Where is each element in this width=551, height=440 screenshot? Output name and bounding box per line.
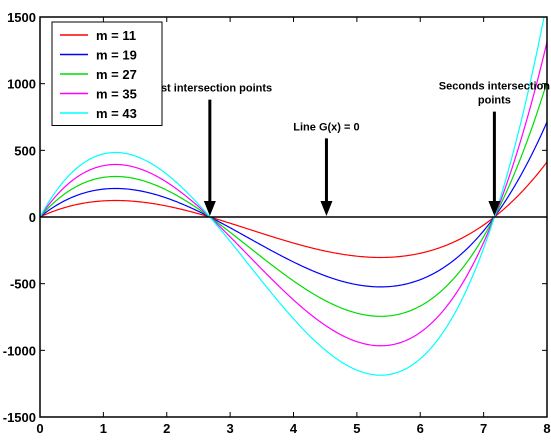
- series-line-11: [40, 161, 547, 259]
- series-line-27: [40, 81, 547, 317]
- x-tick-label: 1: [100, 421, 107, 436]
- y-tick-label: 500: [14, 143, 36, 158]
- series-line-35: [40, 41, 547, 347]
- y-tick-label: 1500: [7, 10, 36, 25]
- series-line-43: [40, 17, 545, 376]
- y-tick-label: -1000: [3, 343, 36, 358]
- legend-label: m = 35: [96, 87, 137, 102]
- x-tick-label: 2: [163, 421, 170, 436]
- legend: m = 11 m = 19 m = 27 m = 35 m = 43: [51, 21, 163, 126]
- x-tick-label: 8: [543, 421, 550, 436]
- annotation-text: Seconds intersection: [439, 81, 551, 93]
- series-line-19: [40, 121, 547, 288]
- annotation-text: Fitst intersection points: [148, 83, 273, 95]
- annotation-text: points: [478, 95, 511, 107]
- legend-label: m = 43: [96, 106, 137, 121]
- series-layer: [40, 17, 547, 376]
- legend-label: m = 19: [96, 48, 137, 63]
- annotation-arrow-head: [488, 201, 501, 216]
- axis-ticks: 0 1 2 3 4 5 6 7 8 -1500 -1000 -500 0 500 1000 1500: [3, 10, 551, 436]
- annotations: Fitst intersection points Line G(x) = 0 Se…: [148, 81, 551, 216]
- legend-label: m = 27: [96, 67, 137, 82]
- y-tick-label: -500: [10, 277, 36, 292]
- annotation-arrow-head: [320, 201, 333, 216]
- y-tick-label: 1000: [7, 77, 36, 92]
- x-tick-label: 0: [36, 421, 43, 436]
- x-tick-label: 3: [227, 421, 234, 436]
- x-tick-label: 6: [417, 421, 424, 436]
- x-tick-label: 4: [290, 421, 298, 436]
- legend-label: m = 11: [96, 28, 136, 43]
- x-tick-label: 7: [480, 421, 487, 436]
- annotation-arrow-head: [203, 201, 216, 216]
- annotation-text: Line G(x) = 0: [293, 121, 359, 133]
- y-tick-label: -1500: [3, 410, 36, 425]
- y-tick-label: 0: [29, 210, 36, 225]
- x-tick-label: 5: [353, 421, 360, 436]
